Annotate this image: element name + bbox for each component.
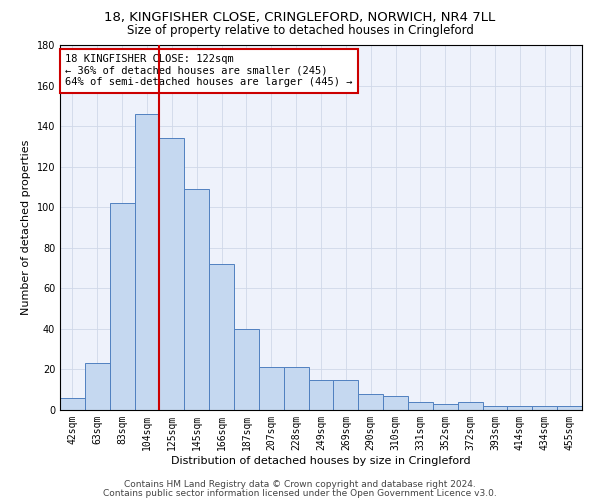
Text: Contains public sector information licensed under the Open Government Licence v3: Contains public sector information licen… [103,488,497,498]
Bar [209,264,234,410]
Bar [184,189,209,410]
Bar [134,114,160,410]
Text: 18 KINGFISHER CLOSE: 122sqm
← 36% of detached houses are smaller (245)
64% of se: 18 KINGFISHER CLOSE: 122sqm ← 36% of det… [65,54,353,88]
Bar [234,329,259,410]
Bar [408,402,433,410]
Bar [532,406,557,410]
X-axis label: Distribution of detached houses by size in Cringleford: Distribution of detached houses by size … [171,456,471,466]
Bar [60,398,85,410]
Bar [433,404,458,410]
Bar [259,368,284,410]
Bar [308,380,334,410]
Bar [110,203,134,410]
Bar [508,406,532,410]
Bar [557,406,582,410]
Text: Contains HM Land Registry data © Crown copyright and database right 2024.: Contains HM Land Registry data © Crown c… [124,480,476,489]
Bar [334,380,358,410]
Bar [358,394,383,410]
Bar [383,396,408,410]
Y-axis label: Number of detached properties: Number of detached properties [21,140,31,315]
Bar [482,406,508,410]
Text: 18, KINGFISHER CLOSE, CRINGLEFORD, NORWICH, NR4 7LL: 18, KINGFISHER CLOSE, CRINGLEFORD, NORWI… [104,11,496,24]
Bar [160,138,184,410]
Bar [85,364,110,410]
Text: Size of property relative to detached houses in Cringleford: Size of property relative to detached ho… [127,24,473,37]
Bar [458,402,482,410]
Bar [284,368,308,410]
